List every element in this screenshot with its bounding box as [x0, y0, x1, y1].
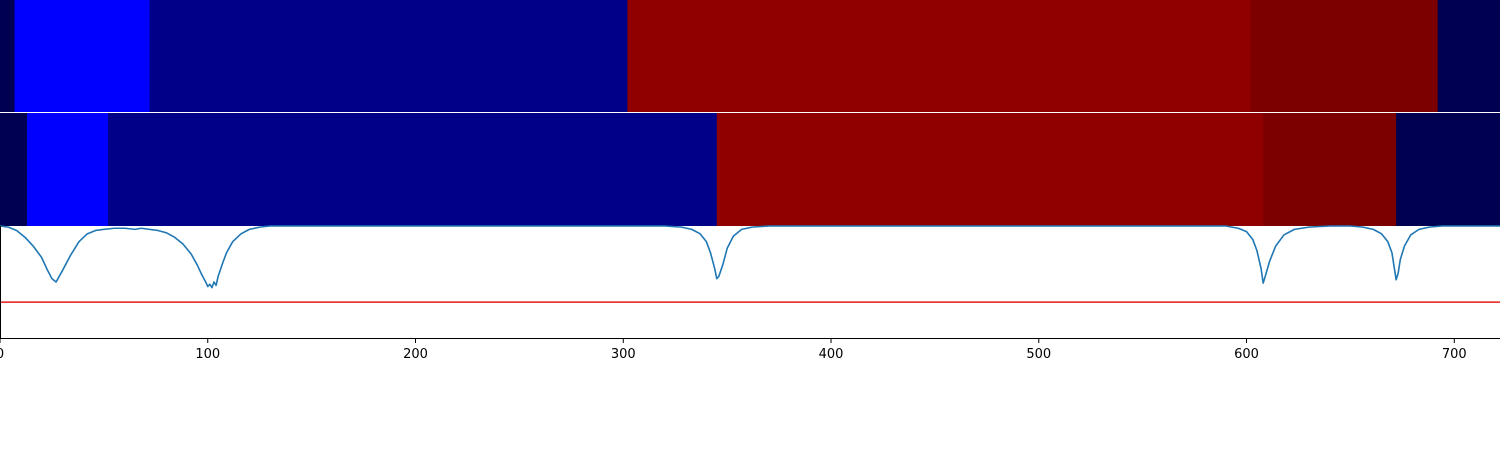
heatmap-top [0, 0, 1500, 112]
x-tick-label-400: 400 [819, 347, 844, 362]
heatmap-segment-1-3 [149, 0, 629, 112]
heatmap-segment-1-6 [1437, 0, 1500, 112]
x-tick-label-0: 0 [0, 347, 4, 362]
x-tick-label-500: 500 [1026, 347, 1051, 362]
x-tick-label-300: 300 [611, 347, 636, 362]
heatmap-middle [0, 113, 1500, 226]
x-tick-label-700: 700 [1442, 347, 1467, 362]
heatmap-segment-2-4 [716, 113, 1264, 226]
heatmap-segment-2-3 [108, 113, 718, 226]
x-axis: 0 100 200 300 400 500 600 700 [0, 338, 1500, 362]
heatmap-segment-2-1 [0, 113, 28, 226]
x-tick-label-600: 600 [1234, 347, 1259, 362]
heatmap-segment-2-5 [1263, 113, 1397, 226]
line-plot-panel [0, 225, 1500, 338]
heatmap-segment-1-4 [627, 0, 1252, 112]
x-tick-label-200: 200 [403, 347, 428, 362]
line-plot-background [0, 226, 1500, 338]
heatmap-segment-1-5 [1250, 0, 1439, 112]
heatmap-segment-1-2 [14, 0, 151, 112]
heatmap-segment-2-6 [1396, 113, 1500, 226]
heatmap-segment-2-2 [27, 113, 109, 226]
heatmap-segment-1-1 [0, 0, 16, 112]
x-tick-label-100: 100 [195, 347, 220, 362]
series-line-1 [0, 225, 1500, 289]
